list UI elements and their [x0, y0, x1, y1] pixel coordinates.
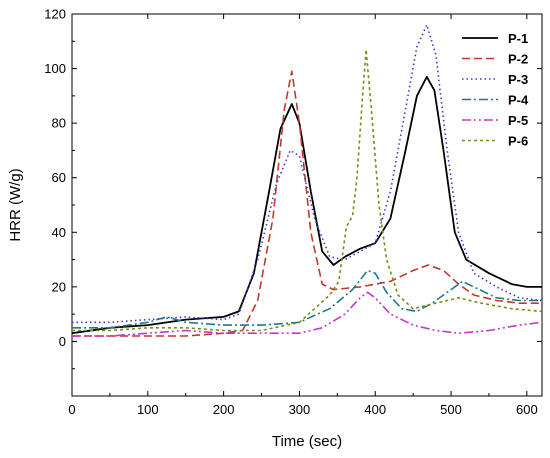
- plot-frame: [71, 13, 543, 397]
- legend-label-p-2: P-2: [508, 52, 528, 67]
- y-tick-label: 80: [52, 116, 66, 131]
- x-tick-label: 100: [137, 402, 159, 417]
- x-tick-label: 200: [213, 402, 235, 417]
- legend-label-p-1: P-1: [508, 31, 528, 46]
- series-line-p-2: [72, 70, 542, 337]
- plot-area: [71, 13, 543, 397]
- series-line-p-1: [71, 75, 542, 335]
- legend-label-p-5: P-5: [508, 113, 528, 128]
- legend-label-p-4: P-4: [508, 93, 529, 108]
- y-tick-label: 100: [44, 61, 66, 76]
- x-tick-label: 500: [440, 402, 462, 417]
- y-axis-label: HRR (W/g): [7, 168, 24, 241]
- y-tick-label: 20: [52, 279, 66, 294]
- series-line-p-3: [72, 24, 543, 324]
- series-line-p-6: [72, 48, 543, 332]
- y-tick-label: 60: [52, 170, 66, 185]
- y-tick-label: 40: [52, 225, 66, 240]
- y-tick-label: 0: [59, 334, 66, 349]
- series-line-p-4: [72, 269, 542, 329]
- x-tick-label: 400: [364, 402, 386, 417]
- series-layer: [71, 24, 543, 337]
- x-tick-label: 600: [516, 402, 538, 417]
- legend-label-p-3: P-3: [508, 72, 528, 87]
- x-axis-label: Time (sec): [272, 433, 342, 450]
- x-tick-label: 0: [68, 402, 75, 417]
- y-tick-label: 120: [44, 7, 66, 22]
- legend-label-p-6: P-6: [508, 134, 528, 149]
- series-line-p-5: [72, 291, 543, 337]
- axes: 0 20 40 60 80 100 120 0 100 200 300 400 500 600: [44, 7, 542, 417]
- x-tick-label: 300: [289, 402, 311, 417]
- legend: P-1 P-2 P-3 P-4 P-5 P-6: [462, 31, 529, 149]
